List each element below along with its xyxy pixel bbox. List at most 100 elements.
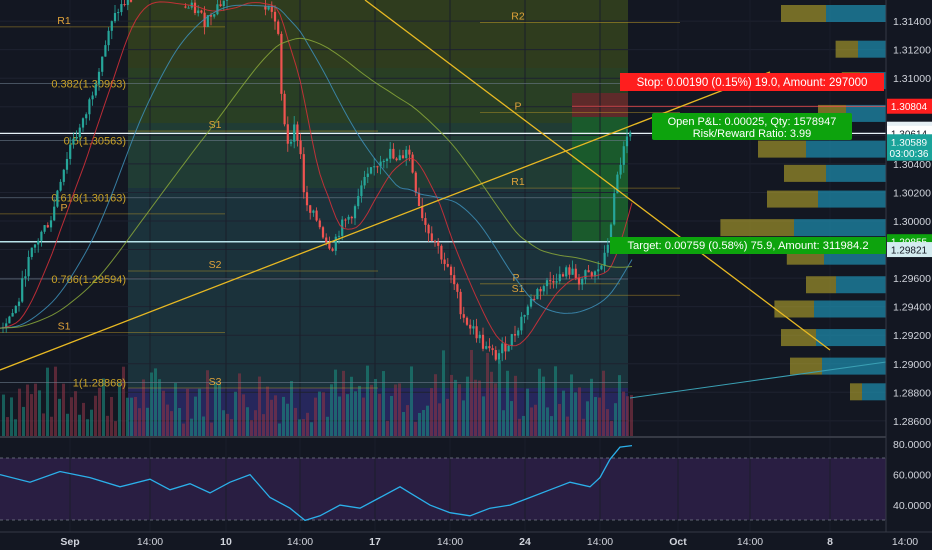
stop-label[interactable]: Stop: 0.00190 (0.15%) 19.0, Amount: 2970… <box>620 73 884 91</box>
volume-bar <box>310 422 313 436</box>
candle-body <box>395 158 398 161</box>
volume-bar <box>54 366 57 436</box>
volume-bar <box>114 421 117 436</box>
candle-body <box>622 146 625 165</box>
price-tick-label: 1.29600 <box>893 273 931 285</box>
candle-body <box>85 114 88 119</box>
candle-body <box>485 346 488 349</box>
volume-bar <box>158 379 161 436</box>
time-tick-label: 14:00 <box>137 536 163 548</box>
volume-bar <box>258 376 261 436</box>
volume-bar <box>350 376 353 436</box>
candle-body <box>529 298 533 307</box>
time-tick-label: 14:00 <box>587 536 613 548</box>
price-axis-ticks: 1.314001.312001.310001.308001.306001.304… <box>893 16 931 428</box>
candle-body <box>389 148 392 159</box>
price-axis[interactable] <box>886 0 932 532</box>
volume-bar <box>338 396 341 436</box>
candle-body <box>577 278 581 285</box>
volume-bar <box>146 407 149 436</box>
volume-bar <box>418 412 421 436</box>
candle-body <box>507 345 510 352</box>
volume-profile-row <box>814 300 886 318</box>
candle-body <box>517 330 520 336</box>
volume-bar <box>34 383 37 436</box>
candle-body <box>264 6 267 10</box>
candle-body <box>43 225 46 232</box>
candle-body <box>312 210 315 213</box>
price-tag-bg <box>887 145 932 161</box>
target-label[interactable]: Target: 0.00759 (0.58%) 75.9, Amount: 31… <box>610 237 886 254</box>
pivot-label: P <box>60 202 67 214</box>
candle-body <box>17 301 21 306</box>
candle-body <box>552 281 555 283</box>
volume-bar <box>606 409 609 436</box>
volume-bar <box>370 384 373 436</box>
price-tick-label: 1.29400 <box>893 302 931 314</box>
volume-profile-row <box>862 383 886 401</box>
candle-body <box>456 284 459 292</box>
rsi-axis-ticks: 80.0000 60.0000 40.0000 <box>893 439 931 512</box>
candle-body <box>504 343 507 352</box>
time-tick-label: 10 <box>220 536 232 548</box>
candle-body <box>270 5 273 12</box>
candle-body <box>213 14 216 17</box>
candle-body <box>366 173 369 177</box>
candle-body <box>267 5 270 10</box>
candle-body <box>382 160 385 162</box>
candle-body <box>49 220 53 228</box>
volume-profile-row <box>836 276 886 294</box>
volume-profile-row-up <box>850 383 862 401</box>
volume-bar <box>270 399 273 436</box>
candle-body <box>373 166 376 168</box>
volume-profile-row-up <box>781 4 826 22</box>
candle-body <box>590 272 593 277</box>
candle-body <box>328 242 331 249</box>
volume-bar <box>542 376 545 436</box>
candle-body <box>75 137 78 139</box>
volume-bar <box>322 392 325 436</box>
candle-body <box>331 248 334 251</box>
volume-bar <box>242 394 245 436</box>
volume-bar <box>442 350 445 436</box>
volume-bar <box>594 397 597 436</box>
pnl-label-line1: Open P&L: 0.00025, Qty: 1578947 <box>668 116 837 128</box>
pnl-label[interactable]: Open P&L: 0.00025, Qty: 1578947 Risk/Rew… <box>652 113 852 140</box>
trendline-descending <box>364 0 831 351</box>
candle-body <box>8 316 11 324</box>
volume-bar <box>586 401 589 436</box>
volume-bar <box>630 395 633 436</box>
candle-body <box>414 172 417 193</box>
price-tag-bg <box>887 242 932 258</box>
time-axis[interactable] <box>0 532 932 550</box>
volume-profile-row <box>858 40 886 58</box>
candle-body <box>293 124 296 142</box>
volume-bar <box>150 372 153 436</box>
moving-average-long <box>0 37 633 329</box>
volume-bar <box>390 395 393 436</box>
volume-bar <box>494 383 497 436</box>
candle-body <box>107 30 110 46</box>
candle-body <box>321 227 325 238</box>
candle-body <box>101 56 104 72</box>
candle-body <box>606 244 609 253</box>
candle-body <box>472 326 475 329</box>
time-axis-ticks: Sep 14:00 10 14:00 17 14:00 24 14:00 Oct 14:00 8 14… <box>60 536 918 548</box>
candle-body <box>424 218 427 225</box>
candle-body <box>430 233 433 241</box>
volume-bar <box>86 419 89 436</box>
volume-bar <box>562 390 565 436</box>
volume-bar <box>354 391 357 436</box>
volume-bar <box>262 414 265 436</box>
trendline-ascending <box>0 71 771 371</box>
volume-bar <box>346 394 349 436</box>
candle-body <box>37 240 40 245</box>
volume-profile-row <box>806 140 886 158</box>
candle-body <box>600 265 603 270</box>
volume-bar <box>130 397 133 436</box>
candle-body <box>427 224 430 234</box>
pivot-label: P <box>512 272 519 284</box>
candle-body <box>30 247 33 257</box>
volume-profile-row <box>816 329 886 347</box>
